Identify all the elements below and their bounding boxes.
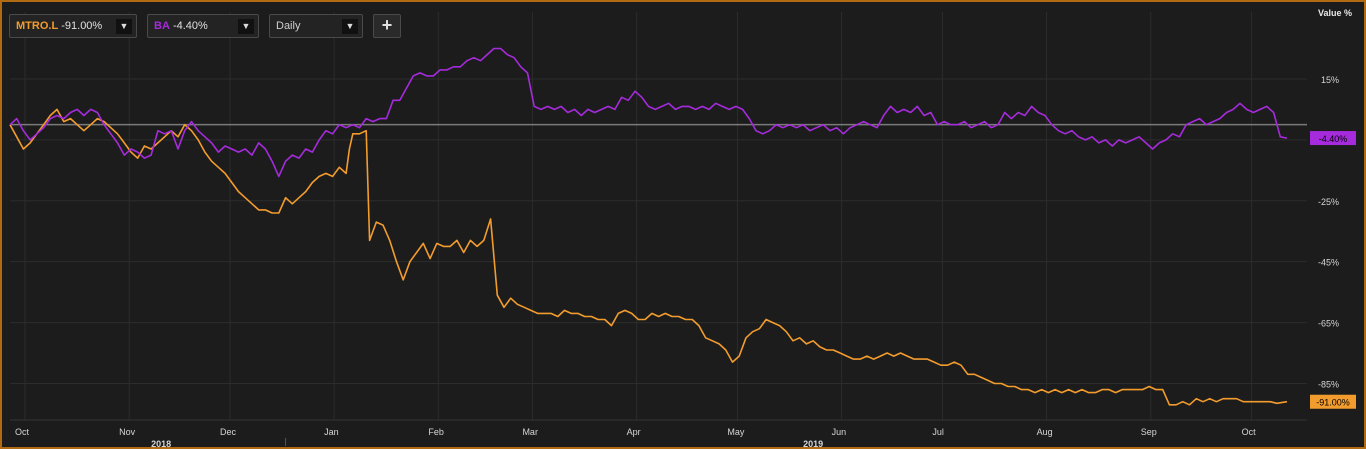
last-value-tag-ba — [1310, 131, 1356, 146]
x-tick-label: Dec — [220, 427, 237, 437]
chevron-down-icon[interactable]: ▼ — [342, 19, 358, 34]
x-tick-label: Oct — [1242, 427, 1257, 437]
x-tick-label: Sep — [1141, 427, 1157, 437]
x-year-label: 2018 — [151, 439, 171, 447]
x-tick-label: Jul — [932, 427, 944, 437]
x-tick-label: Jun — [832, 427, 847, 437]
x-tick-label: Mar — [522, 427, 538, 437]
series-selector-mtro[interactable]: MTRO.L -91.00% ▼ — [9, 14, 137, 38]
series-value-ba: -4.40% — [172, 20, 208, 32]
series-line-mtro.l — [9, 108, 1288, 406]
chevron-down-icon[interactable]: ▼ — [116, 19, 132, 34]
x-tick-label: Jan — [324, 427, 339, 437]
chevron-down-icon[interactable]: ▼ — [238, 19, 254, 34]
add-series-button[interactable]: + — [373, 14, 401, 38]
series-ticker-ba: BA — [154, 20, 170, 32]
y-tick-label: -45% — [1318, 258, 1339, 268]
plus-icon: + — [381, 15, 393, 35]
series-ticker-mtro: MTRO.L — [16, 20, 59, 32]
interval-label: Daily — [276, 20, 301, 32]
y-axis-label: Value % — [1317, 8, 1352, 18]
interval-select[interactable]: Daily ▼ — [269, 14, 363, 38]
last-value-label-ba: -4.40% — [1319, 134, 1348, 144]
x-year-label: 2019 — [803, 439, 823, 447]
last-value-tag-mtro.l — [1310, 394, 1356, 409]
x-tick-label: Oct — [15, 427, 30, 437]
y-tick-label: -25% — [1318, 197, 1339, 207]
x-tick-label: Feb — [428, 427, 444, 437]
x-tick-label: Nov — [119, 427, 136, 437]
series-selector-ba[interactable]: BA -4.40% ▼ — [147, 14, 259, 38]
y-tick-label: -85% — [1318, 379, 1339, 389]
series-value-mtro: -91.00% — [61, 20, 103, 32]
series-line-ba — [9, 47, 1288, 178]
x-tick-label: May — [727, 427, 745, 437]
y-tick-label: -65% — [1318, 319, 1339, 329]
y-tick-label: 15% — [1321, 75, 1339, 85]
last-value-label-mtro.l: -91.00% — [1316, 398, 1350, 408]
x-tick-label: Aug — [1037, 427, 1053, 437]
plot-area — [10, 12, 1307, 420]
x-tick-label: Apr — [627, 427, 641, 437]
